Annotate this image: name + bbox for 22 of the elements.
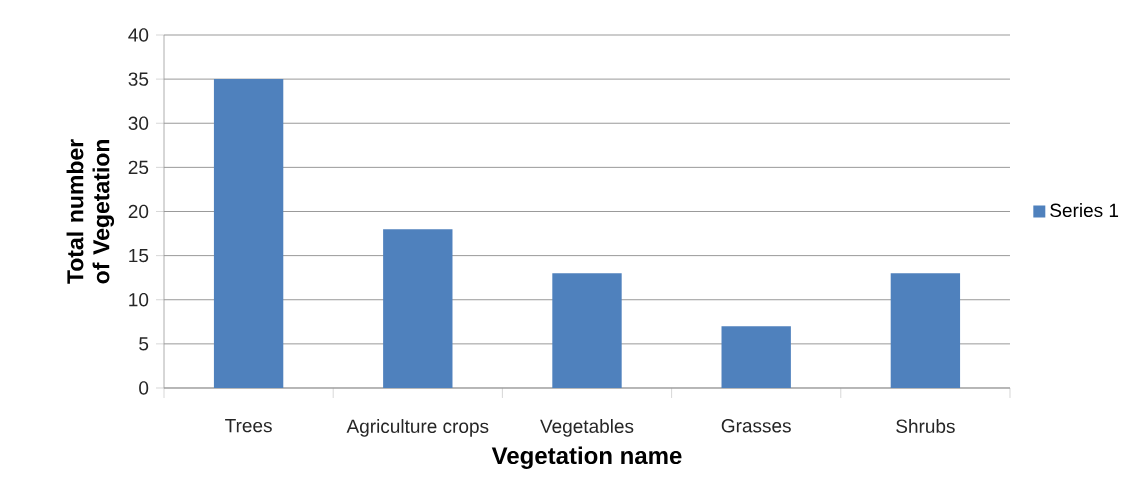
x-axis-title: Vegetation name	[491, 446, 682, 469]
y-tick-label: 0	[139, 381, 149, 395]
bar	[552, 273, 622, 388]
bar	[721, 326, 791, 388]
y-tick-label: 40	[128, 28, 149, 42]
y-tick-label: 30	[128, 116, 149, 130]
y-tick-label: 15	[129, 248, 149, 263]
x-tick-label: Trees	[225, 419, 272, 433]
y-tick-label: 10	[129, 293, 149, 307]
x-tick-label: Vegetables	[540, 419, 634, 437]
y-tick-label: 25	[128, 160, 149, 175]
x-tick-label: Grasses	[721, 419, 791, 433]
bar	[213, 79, 284, 388]
x-tick-label: Agriculture crops	[346, 419, 489, 437]
y-tick-label: 20	[128, 204, 149, 219]
y-tick-label: 35	[128, 72, 149, 86]
bar	[890, 273, 961, 388]
legend-label: Series 1	[1050, 203, 1119, 218]
y-tick-label: 5	[139, 337, 149, 351]
y-axis-title: Total number of Vegetation	[66, 139, 115, 284]
bar	[383, 229, 453, 388]
x-tick-label: Shrubs	[896, 419, 955, 434]
